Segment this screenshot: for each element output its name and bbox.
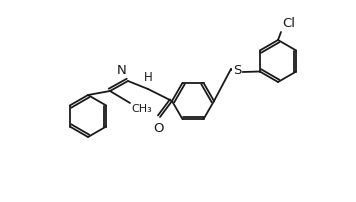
Text: H: H <box>143 71 152 84</box>
Text: S: S <box>233 64 241 78</box>
Text: CH₃: CH₃ <box>131 104 152 114</box>
Text: O: O <box>153 122 163 135</box>
Text: N: N <box>117 64 127 77</box>
Text: Cl: Cl <box>282 17 295 30</box>
